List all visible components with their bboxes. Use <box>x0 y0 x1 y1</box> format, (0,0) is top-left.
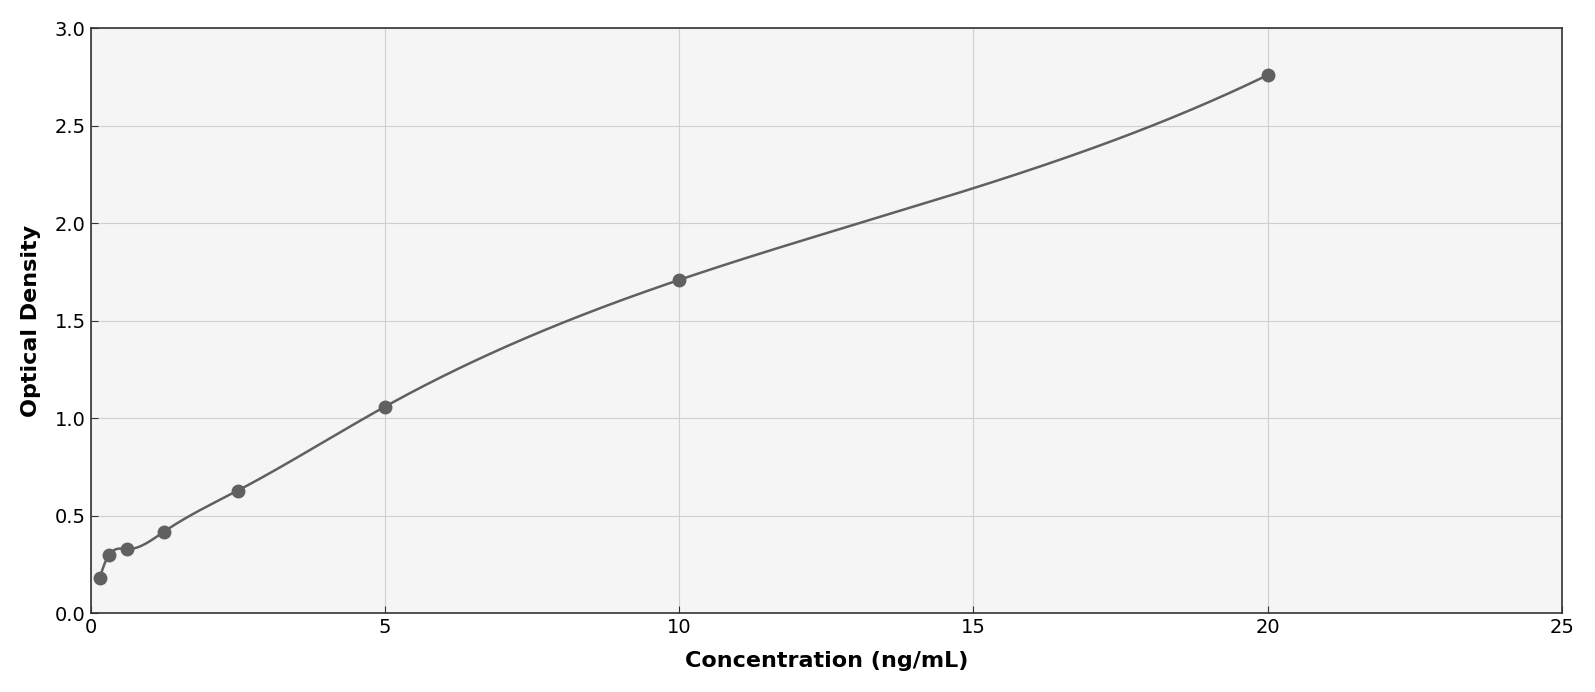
X-axis label: Concentration (ng/mL): Concentration (ng/mL) <box>684 651 968 671</box>
Y-axis label: Optical Density: Optical Density <box>21 225 41 417</box>
